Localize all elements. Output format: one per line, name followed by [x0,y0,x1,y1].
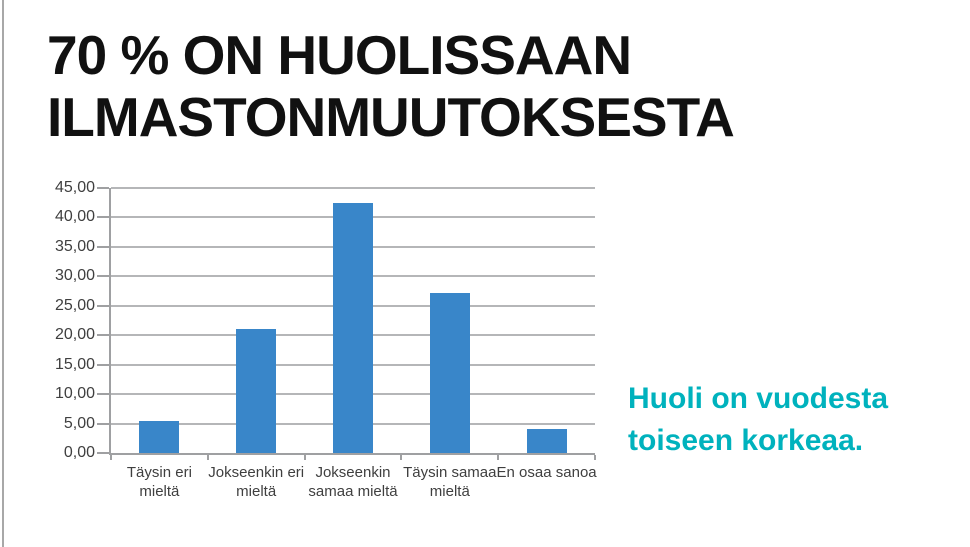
y-axis-tick [97,187,109,189]
y-axis-tick-label: 20,00 [54,326,95,344]
note-line-2: toiseen korkeaa. [628,424,864,457]
x-axis-tick [206,455,209,460]
x-axis-tick [594,455,596,460]
y-axis-tick-label: 35,00 [54,237,95,255]
page-title-line-1: 70 % ON HUOLISSAAN [47,24,632,86]
bar [526,428,567,453]
x-axis-category-label: En osaa sanoa [496,464,597,481]
y-axis-tick [97,452,109,454]
y-axis-tick-label: 15,00 [54,355,95,373]
y-axis-tick-label: 40,00 [54,208,95,226]
x-axis-category-label: Täysin eri mieltä [126,464,192,500]
y-axis-tick [97,334,109,337]
y-axis-tick-label: 25,00 [54,296,95,314]
chart-plot-area: 0,00 5,00 10,00 15,00 20,00 25,00 30,00 35,00 40… [55,179,597,500]
bar [429,293,470,453]
y-axis-tick-label: 45,00 [54,179,95,196]
note-text: Huoli on vuodesta toiseen korkeaa. [628,378,888,462]
page-title: 70 % ON HUOLISSAAN ILMASTONMUUTOKSESTA [47,24,735,148]
bar [139,421,180,453]
y-axis-tick [97,393,109,396]
y-axis-tick [97,245,109,248]
x-axis-tick [400,455,403,460]
bar [333,202,373,453]
left-edge-line [2,0,4,547]
x-axis-category-label: Täysin samaa mieltä [403,464,497,500]
x-axis-tick [303,455,306,460]
x-axis-tick [110,455,112,460]
y-axis-tick [97,363,109,366]
y-axis-tick-label: 30,00 [54,267,95,285]
y-axis-tick [97,422,109,425]
x-axis-category-label: Jokseenkin samaa mieltä [308,464,398,500]
y-axis-tick-label: 0,00 [63,444,95,461]
gridline [111,187,595,189]
bar [236,328,277,453]
y-axis-tick [97,216,109,219]
x-axis-category-label: Jokseenkin eri mieltä [208,464,305,500]
y-axis-tick-label: 10,00 [54,385,95,403]
x-axis-tick [497,455,500,460]
note-line-1: Huoli on vuodesta [628,382,889,415]
y-axis-tick-label: 5,00 [63,414,95,432]
page-title-line-2: ILMASTONMUUTOKSESTA [47,86,735,148]
y-axis-tick [97,304,109,307]
y-axis-tick [97,275,109,278]
